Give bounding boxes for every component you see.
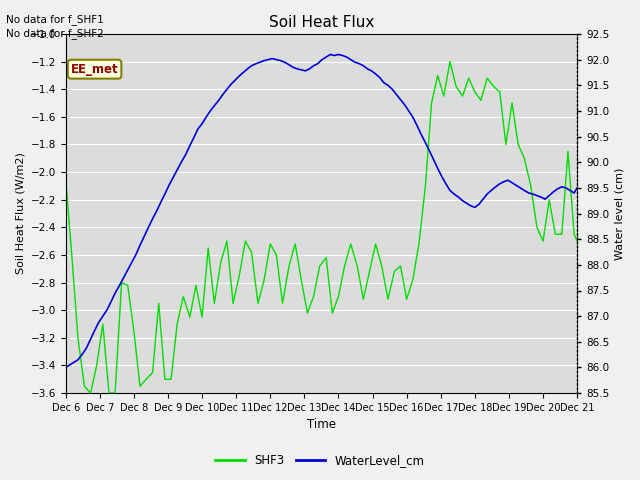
- WaterLevel_cm: [508, 180, 516, 186]
- SHF3: [446, 59, 454, 64]
- SHF3: [465, 75, 472, 81]
- WaterLevel_cm: [326, 51, 334, 57]
- Legend: SHF3, WaterLevel_cm: SHF3, WaterLevel_cm: [211, 449, 429, 472]
- Line: SHF3: SHF3: [66, 61, 577, 393]
- Text: No data for f_SHF2: No data for f_SHF2: [6, 28, 104, 39]
- WaterLevel_cm: [545, 192, 553, 198]
- SHF3: [490, 84, 497, 89]
- WaterLevel_cm: [182, 152, 189, 157]
- Text: No data for f_SHF1: No data for f_SHF1: [6, 13, 104, 24]
- SHF3: [323, 255, 330, 261]
- Text: EE_met: EE_met: [71, 63, 118, 76]
- WaterLevel_cm: [573, 185, 581, 191]
- WaterLevel_cm: [194, 126, 202, 132]
- Line: WaterLevel_cm: WaterLevel_cm: [66, 54, 577, 368]
- Title: Soil Heat Flux: Soil Heat Flux: [269, 15, 374, 30]
- WaterLevel_cm: [384, 83, 392, 88]
- WaterLevel_cm: [62, 365, 70, 371]
- WaterLevel_cm: [496, 181, 504, 187]
- SHF3: [573, 238, 581, 244]
- SHF3: [62, 176, 70, 182]
- SHF3: [99, 321, 107, 327]
- Y-axis label: Water level (cm): Water level (cm): [615, 168, 625, 260]
- SHF3: [68, 252, 76, 258]
- SHF3: [298, 277, 305, 283]
- Y-axis label: Soil Heat Flux (W/m2): Soil Heat Flux (W/m2): [15, 153, 25, 275]
- SHF3: [86, 390, 94, 396]
- X-axis label: Time: Time: [307, 419, 336, 432]
